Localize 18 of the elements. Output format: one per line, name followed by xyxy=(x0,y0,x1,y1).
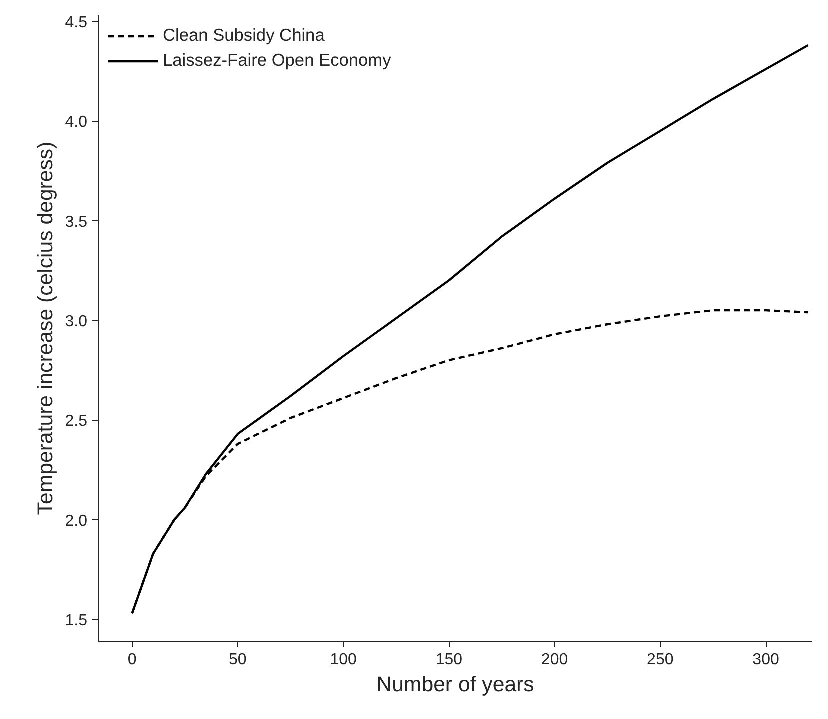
x-tick-label: 300 xyxy=(752,652,780,668)
x-tick-label: 50 xyxy=(229,652,247,668)
x-tick-label: 150 xyxy=(436,652,463,668)
y-tick-label: 3.0 xyxy=(65,314,88,331)
y-tick-label: 4.5 xyxy=(65,14,88,32)
y-tick-label: 1.5 xyxy=(65,612,88,630)
y-tick-label: 3.5 xyxy=(65,214,88,231)
legend-label: Clean Subsidy China xyxy=(163,25,325,46)
y-axis-title: Temperature increase (celcius degress) xyxy=(33,142,58,516)
y-tick-label: 2.0 xyxy=(65,512,88,530)
x-axis-title: Number of years xyxy=(376,672,534,696)
x-tick-label: 200 xyxy=(541,652,568,668)
x-tick-label: 250 xyxy=(647,652,674,668)
legend-label: Laissez-Faire Open Economy xyxy=(163,50,392,71)
x-tick-label: 100 xyxy=(330,652,357,668)
y-tick-label: 4.0 xyxy=(65,114,88,132)
x-tick-label: 0 xyxy=(128,652,137,668)
y-tick-label: 2.5 xyxy=(65,413,88,430)
